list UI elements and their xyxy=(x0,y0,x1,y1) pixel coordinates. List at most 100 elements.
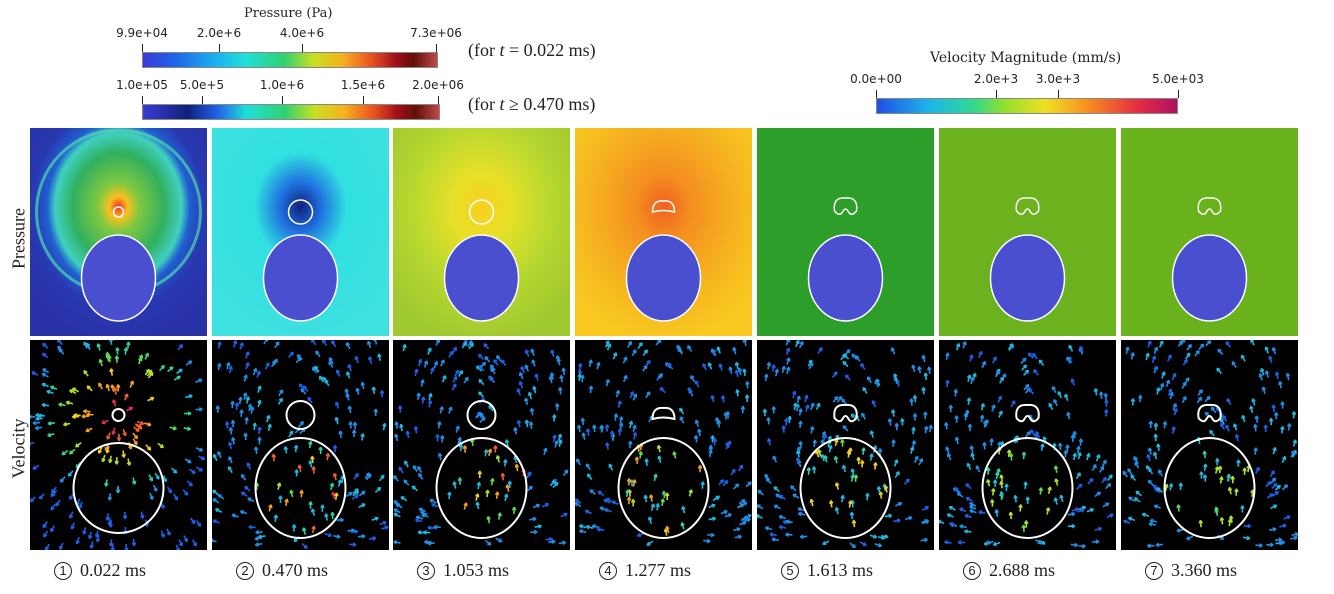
velocity-arrowhead xyxy=(488,375,493,380)
velocity-arrowhead xyxy=(524,349,530,354)
velocity-arrowhead xyxy=(50,528,55,533)
velocity-arrowhead xyxy=(81,414,86,419)
velocity-arrowhead xyxy=(294,469,299,473)
velocity-arrowhead xyxy=(43,533,48,538)
velocity-arrowhead xyxy=(1074,542,1079,548)
velocity-arrowhead xyxy=(325,452,331,457)
velocity-arrowhead xyxy=(197,522,202,527)
velocity-arrowhead xyxy=(809,426,815,431)
velocity-arrowhead xyxy=(230,419,236,424)
velocity-arrowhead xyxy=(490,364,495,369)
velocity-arrowhead xyxy=(1168,483,1174,488)
velocity-arrowhead xyxy=(991,404,996,409)
velocity-arrowhead xyxy=(147,422,152,427)
velocity-arrowhead xyxy=(1274,490,1280,496)
velocity-arrowhead xyxy=(806,467,812,472)
frame-number: 1 xyxy=(54,561,72,580)
velocity-arrowhead xyxy=(417,465,422,471)
velocity-arrowhead xyxy=(340,517,344,523)
velocity-arrowhead xyxy=(168,489,173,494)
velocity-arrowhead xyxy=(818,346,823,352)
velocity-arrowhead xyxy=(329,482,335,487)
velocity-arrowhead xyxy=(427,525,432,531)
velocity-arrowhead xyxy=(98,358,103,363)
velocity-arrowhead xyxy=(1123,519,1128,524)
velocity-arrowhead xyxy=(313,365,319,371)
velocity-arrowhead xyxy=(328,357,333,362)
velocity-arrowhead xyxy=(771,406,777,411)
sphere-outline xyxy=(254,437,347,539)
velocity-arrowhead xyxy=(273,358,278,363)
velocity-arrowhead xyxy=(308,501,313,506)
velocity-arrowhead xyxy=(1042,436,1047,441)
velocity-arrowhead xyxy=(1130,352,1135,357)
velocity-arrowhead xyxy=(1217,348,1222,353)
velocity-arrowhead xyxy=(147,446,152,451)
velocity-arrowhead xyxy=(1260,367,1265,373)
velocity-arrowhead xyxy=(710,435,715,440)
velocity-arrowhead xyxy=(912,394,918,399)
velocity-arrowhead xyxy=(122,432,127,437)
velocity-arrowhead xyxy=(1026,431,1031,436)
velocity-arrowhead xyxy=(247,497,252,502)
velocity-arrowhead xyxy=(809,498,814,503)
velocity-arrowhead xyxy=(707,362,712,367)
velocity-arrowhead xyxy=(969,502,974,507)
velocity-arrowhead xyxy=(354,494,359,499)
velocity-arrowhead xyxy=(105,351,110,356)
velocity-arrowhead xyxy=(433,524,438,530)
velocity-arrowhead xyxy=(68,514,74,519)
velocity-arrowhead xyxy=(481,361,487,366)
velocity-arrowhead xyxy=(1089,508,1095,513)
velocity-arrowhead xyxy=(439,406,444,411)
velocity-arrowhead xyxy=(1057,442,1063,447)
velocity-arrowhead xyxy=(740,405,746,410)
bubble-outline xyxy=(466,400,497,430)
velocity-arrowhead xyxy=(1147,340,1152,345)
velocity-arrowhead xyxy=(745,381,750,385)
velocity-arrowhead xyxy=(435,340,440,343)
velocity-arrowhead xyxy=(104,447,109,452)
velocity-arrowhead xyxy=(479,413,484,418)
velocity-arrowhead xyxy=(532,385,537,390)
velocity-arrowhead xyxy=(1153,365,1159,370)
velocity-arrowhead xyxy=(328,360,333,365)
velocity-arrowhead xyxy=(354,355,359,360)
frame-number: 6 xyxy=(963,561,981,580)
velocity-arrowhead xyxy=(1253,447,1258,452)
velocity-arrowhead xyxy=(884,534,889,539)
velocity-arrowhead xyxy=(427,400,433,405)
pressure-panel xyxy=(212,128,389,336)
velocity-arrowhead xyxy=(345,342,351,347)
velocity-arrowhead xyxy=(693,435,699,439)
velocity-arrowhead xyxy=(1271,347,1277,352)
velocity-arrowhead xyxy=(706,538,711,544)
sphere xyxy=(1171,234,1248,322)
frame-time: 1.053 ms xyxy=(443,560,510,580)
velocity-arrowhead xyxy=(739,464,744,469)
velocity-arrowhead xyxy=(1169,391,1174,397)
velocity-arrowhead xyxy=(851,544,857,549)
velocity-arrowhead xyxy=(1155,387,1161,392)
frame-number: 7 xyxy=(1145,561,1163,580)
velocity-arrowhead xyxy=(1216,367,1221,372)
velocity-arrowhead xyxy=(914,455,919,460)
velocity-arrowhead xyxy=(1276,484,1282,489)
velocity-arrowhead xyxy=(732,346,737,351)
velocity-arrowhead xyxy=(834,395,839,401)
velocity-arrowhead xyxy=(797,507,802,512)
tick-label: 2.0e+6 xyxy=(196,26,242,40)
velocity-arrowhead xyxy=(42,342,47,347)
velocity-arrowhead xyxy=(217,450,222,456)
velocity-arrowhead xyxy=(1025,496,1030,501)
velocity-arrowhead xyxy=(1161,371,1166,376)
velocity-arrowhead xyxy=(580,417,586,422)
velocity-arrowhead xyxy=(278,397,283,402)
velocity-arrow xyxy=(785,340,790,346)
velocity-arrowhead xyxy=(1156,487,1161,492)
velocity-arrowhead xyxy=(478,378,483,384)
velocity-arrowhead xyxy=(1291,411,1297,416)
velocity-arrowhead xyxy=(493,445,498,449)
velocity-arrowhead xyxy=(924,519,929,524)
velocity-arrowhead xyxy=(487,448,493,453)
